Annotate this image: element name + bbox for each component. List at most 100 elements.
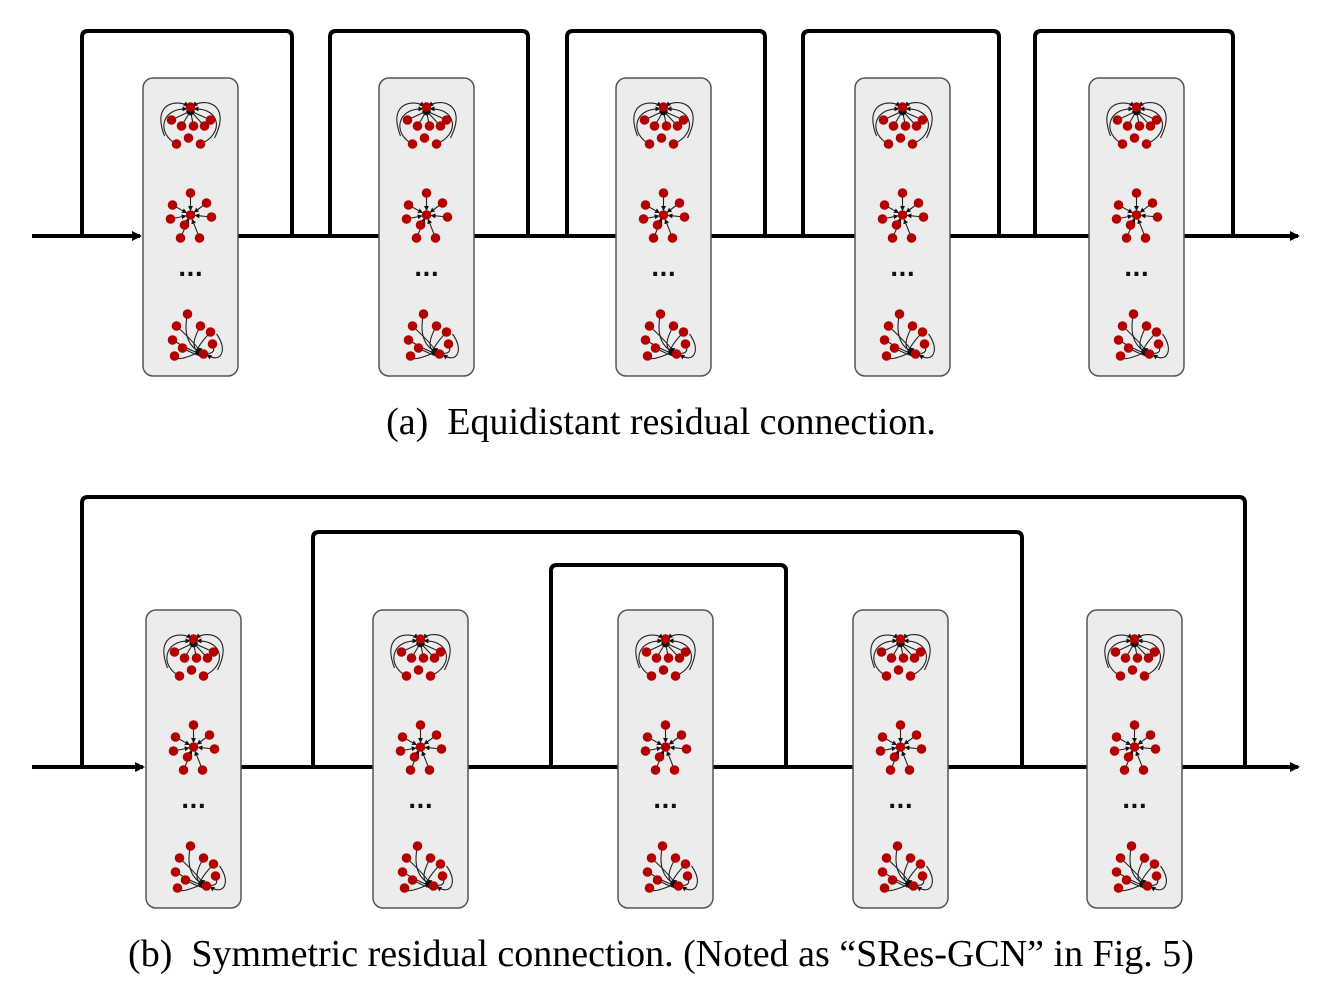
graph-node	[415, 634, 426, 644]
graph-edge	[873, 638, 898, 677]
graph-node	[678, 327, 689, 337]
gcn-layer-box	[1086, 609, 1183, 909]
skip-connection	[565, 29, 767, 238]
graph-node	[915, 859, 926, 869]
graph-node	[1110, 647, 1121, 657]
graph-node	[657, 841, 668, 851]
graph-icon-fan	[170, 841, 226, 893]
graph-node	[641, 647, 652, 657]
graph-node	[663, 653, 674, 663]
gcn-layer-box	[617, 609, 714, 909]
graph-edge	[192, 101, 221, 139]
graph-node	[918, 212, 929, 222]
graph-node	[174, 853, 185, 863]
graph-node	[442, 212, 453, 222]
graph-node	[188, 720, 199, 730]
graph-node	[1113, 335, 1124, 345]
graph-node	[897, 188, 908, 198]
gcn-layer-block: ...	[1086, 609, 1183, 909]
ellipsis: ...	[653, 789, 678, 814]
graph-node	[1149, 859, 1160, 869]
graph-node	[169, 351, 180, 361]
graph-node	[437, 198, 448, 208]
graph-node	[185, 102, 196, 112]
graph-node	[1125, 220, 1136, 230]
graph-node	[894, 309, 905, 319]
graph-node	[208, 859, 219, 869]
graph-icon-fan	[403, 309, 459, 361]
graph-node	[1123, 752, 1134, 762]
graph-node	[1131, 188, 1142, 198]
graph-edge	[666, 106, 690, 145]
graph-node	[167, 335, 178, 345]
skip-connection	[328, 29, 530, 238]
graph-node	[650, 765, 661, 775]
graph-edge	[633, 101, 662, 137]
graph-edge	[905, 106, 929, 145]
graph-node	[642, 732, 653, 742]
graph-node	[1126, 841, 1137, 851]
graph-node	[680, 647, 691, 657]
graph-node	[642, 351, 653, 361]
graph-node	[407, 321, 418, 331]
graph-node	[917, 871, 928, 881]
graph-node	[170, 867, 181, 877]
graph-node	[1129, 742, 1140, 752]
gcn-layer-block: ...	[1088, 77, 1185, 377]
graph-edge	[399, 106, 424, 145]
graph-node	[881, 671, 892, 681]
graph-node	[658, 665, 669, 675]
graph-node	[654, 752, 665, 762]
graph-edge	[436, 865, 453, 892]
graph-node	[661, 121, 672, 131]
graph-node	[680, 859, 691, 869]
graph-node	[405, 351, 416, 361]
graph-node	[1141, 139, 1152, 149]
graph-icon-star	[1111, 188, 1163, 243]
graph-node	[639, 115, 650, 125]
graph-node	[905, 671, 916, 681]
graph-node	[413, 343, 424, 353]
graph-icon-cluster	[163, 633, 224, 681]
skip-connection	[311, 530, 1024, 769]
graph-node	[1140, 233, 1151, 243]
gcn-layer-block: ...	[854, 77, 951, 377]
graph-node	[658, 102, 669, 112]
graph-node	[1152, 212, 1163, 222]
graph-edge	[193, 106, 217, 145]
graph-node	[1145, 730, 1156, 740]
graph-node	[895, 720, 906, 730]
graph-node	[182, 752, 193, 762]
graph-node	[907, 321, 918, 331]
graph-node	[401, 853, 412, 863]
graph-edge	[902, 633, 931, 671]
graph-node	[409, 752, 420, 762]
graph-node	[395, 746, 406, 756]
graph-node	[877, 867, 888, 877]
graph-node	[424, 765, 435, 775]
graph-node	[1129, 634, 1140, 644]
graph-edge	[918, 333, 935, 360]
graph-node	[403, 200, 414, 210]
graph-edge	[1138, 101, 1167, 139]
graph-node	[669, 765, 680, 775]
graph-node	[168, 746, 179, 756]
graph-edge	[904, 101, 933, 139]
graph-node	[401, 671, 412, 681]
gcn-layer-block: ...	[617, 609, 714, 909]
caption-equidistant: (a) Equidistant residual connection.	[386, 401, 936, 443]
graph-node	[668, 321, 679, 331]
graph-node	[673, 881, 684, 891]
graph-node	[1115, 853, 1126, 863]
graph-node	[658, 210, 669, 220]
gcn-layer-box	[145, 609, 242, 909]
graph-node	[911, 730, 922, 740]
graph-edge	[195, 633, 224, 671]
graph-node	[909, 653, 920, 663]
graph-node	[877, 214, 888, 224]
graph-node	[205, 327, 216, 337]
graph-node	[198, 853, 209, 863]
gcn-layer-box	[854, 77, 951, 377]
graph-icon-star	[1109, 720, 1161, 775]
graph-node	[170, 732, 181, 742]
